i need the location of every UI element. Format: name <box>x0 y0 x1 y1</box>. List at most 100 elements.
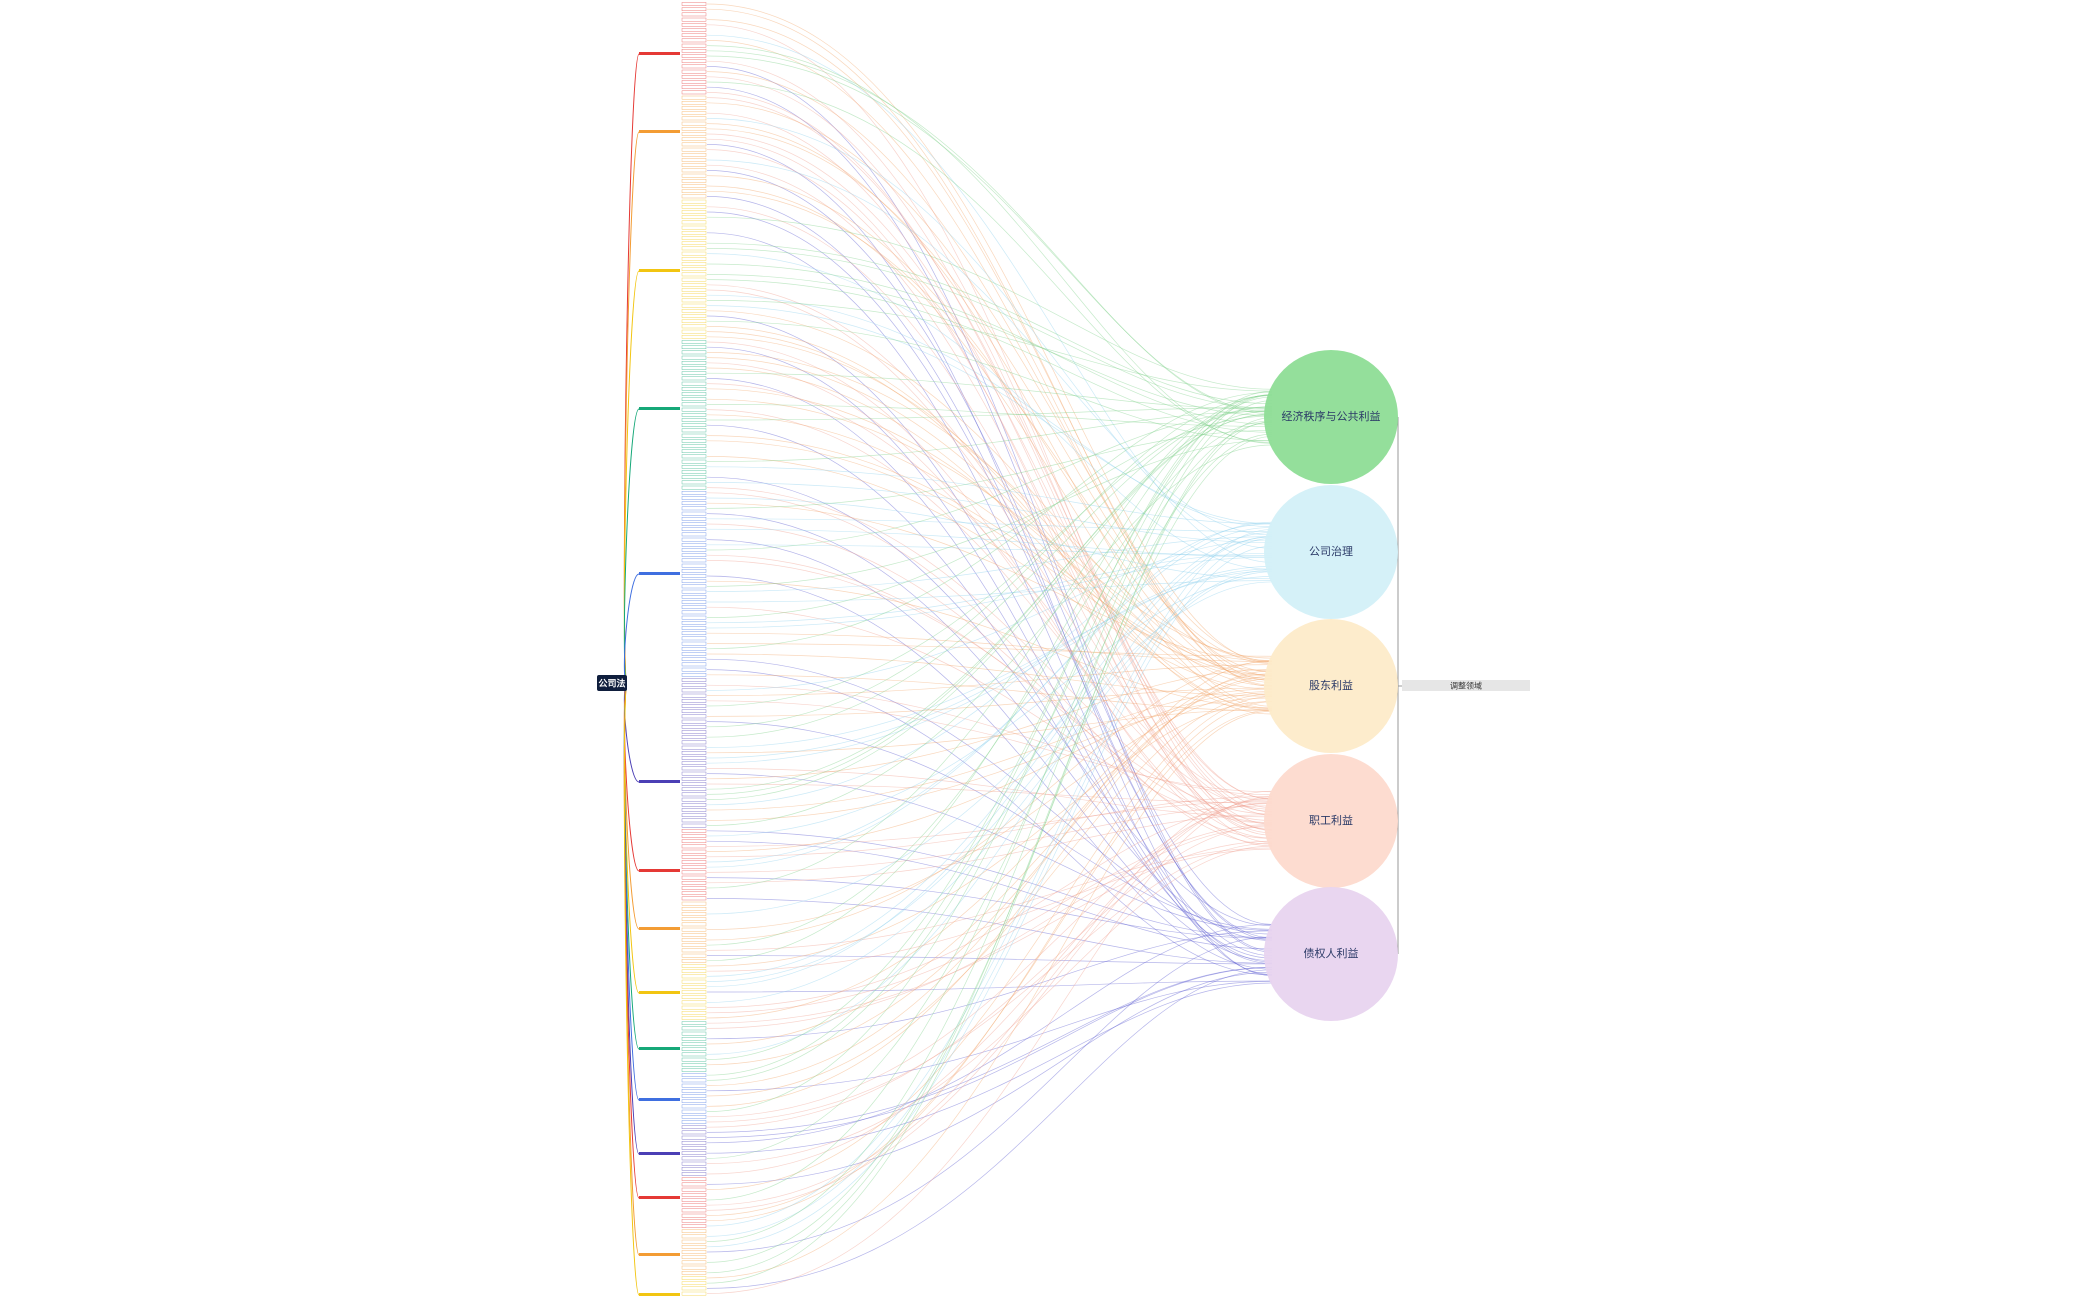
link <box>706 123 1273 707</box>
leaf <box>681 215 707 220</box>
leaf <box>681 855 707 859</box>
link <box>706 211 1273 939</box>
link <box>706 847 1273 951</box>
branch <box>623 683 640 783</box>
leaf <box>681 324 707 329</box>
link <box>706 661 1273 941</box>
leaf <box>681 121 707 126</box>
leaf <box>681 1265 707 1270</box>
leaf <box>681 137 707 142</box>
link <box>706 66 1273 952</box>
chapter-bar <box>639 572 680 575</box>
leaf <box>681 756 707 760</box>
chapter-bar <box>639 1152 680 1155</box>
chapter-bar <box>639 1293 680 1296</box>
leaf <box>681 168 707 173</box>
link <box>706 669 1273 976</box>
leaf <box>681 116 707 121</box>
link <box>706 693 1273 1097</box>
link <box>706 112 1273 831</box>
leaf <box>681 995 707 999</box>
link <box>706 378 1273 964</box>
leaf <box>681 392 707 396</box>
leaf <box>681 610 707 615</box>
leaf <box>681 184 707 188</box>
leaf <box>681 407 707 412</box>
leaf <box>681 964 707 968</box>
leaf <box>681 834 707 838</box>
link <box>706 144 1273 976</box>
root-label: 公司法 <box>598 678 625 690</box>
link <box>706 692 1273 930</box>
leaf <box>681 314 707 318</box>
link <box>706 284 1273 812</box>
leaf <box>681 28 707 32</box>
link <box>706 274 1273 417</box>
link <box>706 19 1273 681</box>
link <box>706 696 1273 1190</box>
link <box>706 310 1273 679</box>
branch <box>623 573 640 685</box>
leaf <box>681 1016 707 1020</box>
link <box>706 930 1273 1040</box>
leaf <box>681 152 707 157</box>
link <box>706 529 1273 1227</box>
link <box>706 417 1273 1284</box>
leaf <box>681 1120 707 1124</box>
leaf <box>681 366 707 370</box>
link <box>706 45 1273 444</box>
leaf <box>681 725 707 729</box>
link <box>706 326 1273 711</box>
leaf <box>681 1026 707 1031</box>
leaf <box>681 210 707 214</box>
link <box>706 796 1273 858</box>
link <box>706 232 1273 975</box>
leaf <box>681 1208 707 1213</box>
leaf <box>681 95 707 100</box>
leaf <box>681 579 707 583</box>
leaf <box>681 1161 707 1166</box>
link <box>706 967 1273 1138</box>
category-node <box>1264 619 1398 753</box>
link <box>706 336 1273 687</box>
link <box>706 768 1273 818</box>
branch <box>623 131 640 685</box>
link <box>706 436 1273 1263</box>
link <box>706 569 1273 982</box>
leaf <box>681 17 707 22</box>
leaf <box>681 444 707 448</box>
leaf <box>681 740 707 745</box>
link <box>706 352 1273 661</box>
leaf <box>681 1281 707 1285</box>
link <box>706 556 1273 629</box>
leaf <box>681 657 707 661</box>
leaf <box>681 132 707 136</box>
leaf <box>681 309 707 313</box>
leaf <box>681 496 707 500</box>
leaf <box>681 257 707 261</box>
leaf <box>681 813 707 817</box>
leaf <box>681 1260 707 1265</box>
link <box>706 678 1273 1045</box>
leaf <box>681 1042 707 1046</box>
leaf <box>681 605 707 609</box>
leaf <box>681 1276 707 1280</box>
leaf <box>681 985 707 989</box>
leaf <box>681 7 707 11</box>
link <box>706 398 1273 659</box>
leaf <box>681 704 707 708</box>
link <box>706 410 1273 795</box>
leaf <box>681 979 707 984</box>
leaf <box>681 948 707 953</box>
leaf <box>681 54 707 58</box>
leaf <box>681 818 707 823</box>
leaf <box>681 361 707 365</box>
link <box>706 536 1273 988</box>
leaf <box>681 1005 707 1010</box>
link <box>706 606 1273 824</box>
link <box>706 664 1273 696</box>
link <box>706 575 1273 970</box>
leaf <box>681 683 707 687</box>
leaf <box>681 953 707 958</box>
link <box>706 440 1273 677</box>
